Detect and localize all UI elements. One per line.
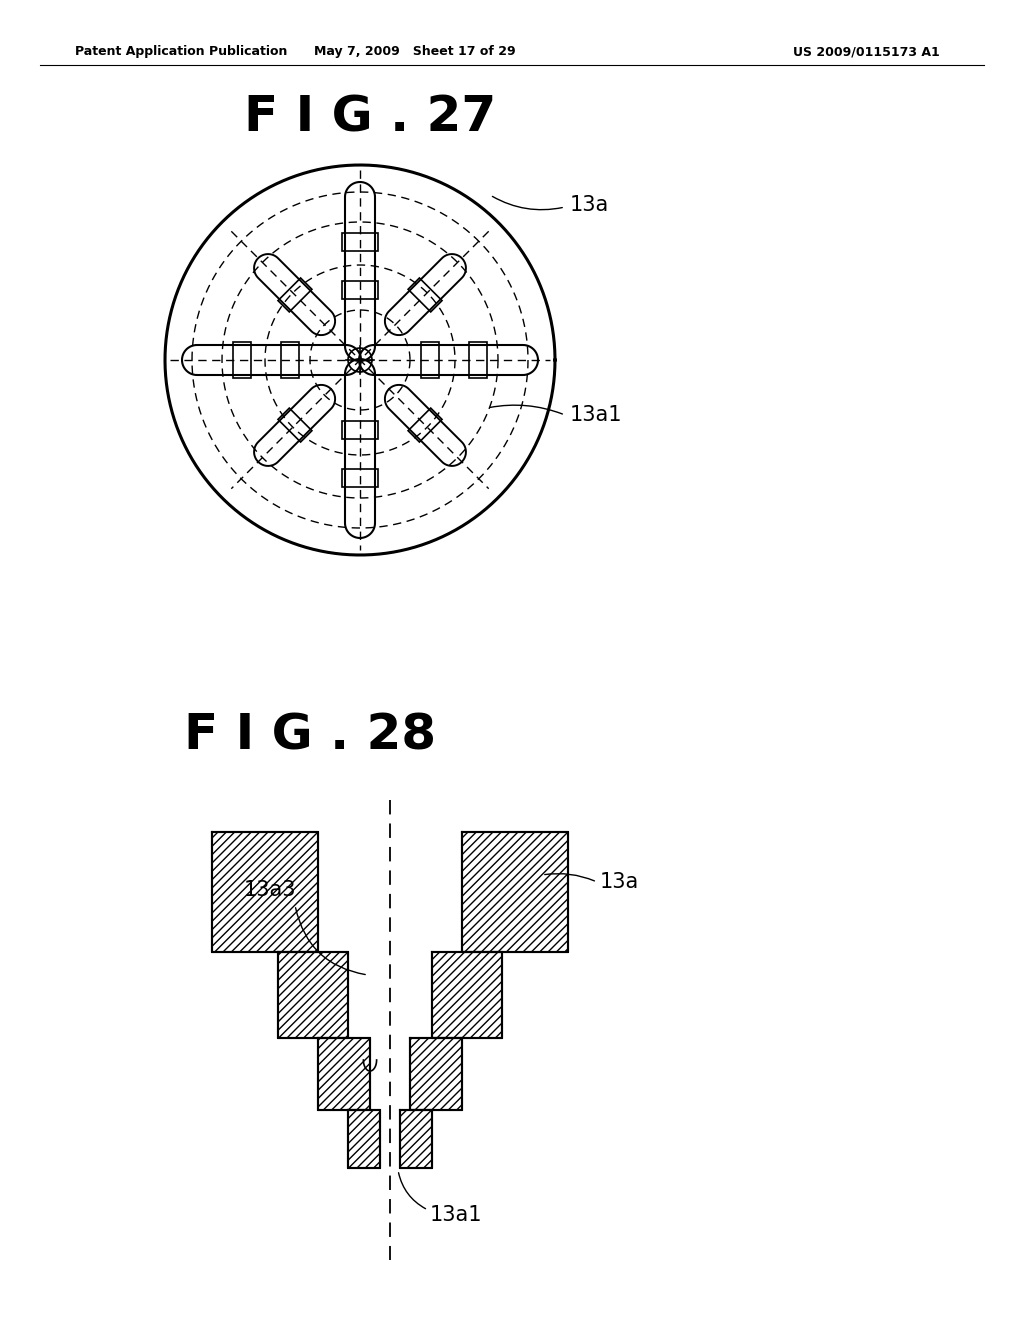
Polygon shape xyxy=(462,832,568,952)
Text: Patent Application Publication: Patent Application Publication xyxy=(75,45,288,58)
Polygon shape xyxy=(278,952,348,1038)
Polygon shape xyxy=(432,952,502,1038)
Text: 13a: 13a xyxy=(570,195,609,215)
Text: US 2009/0115173 A1: US 2009/0115173 A1 xyxy=(794,45,940,58)
Polygon shape xyxy=(348,1110,380,1168)
Text: 13a: 13a xyxy=(600,873,639,892)
Text: 13a1: 13a1 xyxy=(430,1205,482,1225)
Polygon shape xyxy=(410,1038,462,1110)
Polygon shape xyxy=(318,1038,370,1110)
Text: 13a1: 13a1 xyxy=(570,405,623,425)
Text: F I G . 28: F I G . 28 xyxy=(184,711,436,759)
Polygon shape xyxy=(212,832,318,952)
Polygon shape xyxy=(400,1110,432,1168)
Text: F I G . 27: F I G . 27 xyxy=(244,94,496,143)
Text: 13a3: 13a3 xyxy=(244,880,297,900)
Text: May 7, 2009   Sheet 17 of 29: May 7, 2009 Sheet 17 of 29 xyxy=(314,45,516,58)
